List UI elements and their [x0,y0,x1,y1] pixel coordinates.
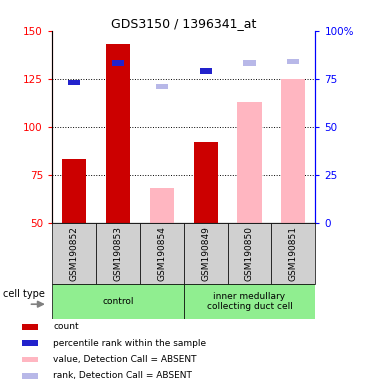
Bar [22,373,37,379]
Text: control: control [102,297,134,306]
Bar [62,159,86,223]
Title: GDS3150 / 1396341_at: GDS3150 / 1396341_at [111,17,256,30]
Bar [22,357,37,362]
Bar [96,223,140,284]
Bar [184,223,227,284]
Bar [288,59,299,65]
Text: GSM190854: GSM190854 [157,226,166,281]
Bar [200,68,211,74]
Text: GSM190849: GSM190849 [201,226,210,281]
Bar [52,284,184,319]
Bar [184,284,315,319]
Text: GSM190850: GSM190850 [245,226,254,281]
Text: GSM190853: GSM190853 [113,226,122,281]
Bar [237,102,262,223]
Text: value, Detection Call = ABSENT: value, Detection Call = ABSENT [53,355,197,364]
Bar [52,223,96,284]
Bar [22,324,37,330]
Text: percentile rank within the sample: percentile rank within the sample [53,339,206,348]
Text: GSM190852: GSM190852 [69,226,78,281]
Text: cell type: cell type [3,289,45,299]
Bar [112,61,124,66]
Bar [272,223,315,284]
Bar [150,188,174,223]
Bar [68,80,80,86]
Text: inner medullary
collecting duct cell: inner medullary collecting duct cell [207,292,292,311]
Bar [227,223,272,284]
Bar [156,84,168,89]
Text: GSM190851: GSM190851 [289,226,298,281]
Bar [106,44,130,223]
Bar [281,79,305,223]
Text: count: count [53,323,79,331]
Text: rank, Detection Call = ABSENT: rank, Detection Call = ABSENT [53,371,192,380]
Bar [194,142,218,223]
Bar [22,340,37,346]
Bar [140,223,184,284]
Bar [243,61,256,66]
